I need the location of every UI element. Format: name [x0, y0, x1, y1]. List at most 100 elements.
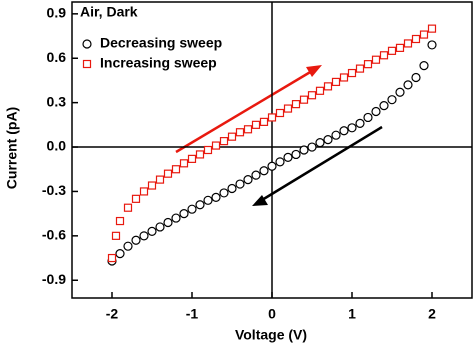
data-point: [235, 128, 245, 137]
legend-label: Decreasing sweep: [100, 35, 222, 51]
data-point: [419, 30, 429, 39]
data-point: [387, 95, 397, 105]
data-point: [411, 34, 421, 44]
data-point: [115, 249, 125, 259]
data-point: [227, 183, 237, 194]
data-point: [187, 154, 197, 163]
y-tick-label: 0.9: [47, 5, 67, 21]
data-point: [155, 175, 165, 184]
data-point: [107, 253, 117, 263]
data-point: [179, 159, 189, 168]
data-point: [203, 145, 213, 155]
data-point: [427, 40, 437, 50]
data-point: [283, 152, 293, 162]
y-tick-label: 0.6: [47, 49, 67, 65]
data-point: [419, 61, 429, 71]
x-tick-label: -1: [186, 306, 199, 322]
data-point: [179, 209, 189, 219]
data-point: [219, 137, 229, 146]
data-point: [155, 222, 165, 232]
arrows: [175, 65, 383, 206]
data-point: [427, 24, 437, 33]
data-point: [243, 175, 253, 185]
data-point: [363, 60, 373, 69]
data-point: [411, 72, 421, 83]
data-point: [347, 68, 357, 78]
data-point: [131, 235, 141, 245]
black-arrowhead: [252, 195, 268, 206]
data-point: [139, 231, 149, 241]
red-arrowhead: [306, 65, 322, 77]
data-point: [339, 126, 349, 136]
data-point: [195, 200, 205, 210]
data-point: [315, 138, 325, 148]
data-point: [211, 141, 221, 150]
data-point: [379, 100, 389, 111]
data-point: [171, 213, 181, 223]
data-point: [371, 55, 381, 64]
red-arrow: [175, 69, 313, 154]
data-point: [307, 91, 317, 100]
data-point: [235, 179, 245, 189]
data-point: [139, 187, 149, 196]
y-tick-label: -0.9: [42, 271, 66, 287]
data-point: [203, 195, 213, 205]
data-point: [355, 64, 365, 73]
data-point: [163, 169, 173, 178]
data-point: [323, 135, 333, 145]
data-point: [307, 142, 317, 152]
data-point: [275, 108, 285, 118]
data-point: [299, 145, 309, 155]
data-point: [331, 77, 341, 87]
data-point: [267, 113, 277, 122]
data-point: [147, 181, 157, 190]
data-point: [259, 166, 269, 176]
data-point: [195, 150, 205, 159]
data-point: [379, 51, 389, 60]
data-point: [267, 161, 277, 171]
data-point: [403, 80, 413, 90]
legend-label: Increasing sweep: [100, 55, 217, 71]
black-arrow: [261, 125, 383, 202]
data-point: [219, 188, 229, 198]
data-point: [323, 82, 333, 91]
y-tick-label: 0.3: [47, 93, 67, 109]
legend-marker: [82, 59, 92, 69]
data-point: [123, 203, 133, 212]
data-point: [251, 120, 261, 129]
y-tick-label: -0.6: [42, 227, 66, 243]
data-point: [347, 123, 357, 133]
legend-title: Air, Dark: [80, 4, 138, 20]
x-tick-label: 1: [348, 306, 356, 322]
data-point: [227, 132, 237, 141]
data-point: [131, 194, 141, 203]
data-point: [147, 226, 157, 236]
data-point: [403, 39, 413, 48]
data-point: [315, 86, 325, 95]
data-point: [371, 106, 381, 117]
data-point: [355, 118, 365, 128]
data-point: [331, 130, 341, 140]
data-point: [291, 100, 301, 109]
data-point: [243, 125, 253, 134]
data-point: [163, 217, 173, 228]
data-point: [111, 231, 121, 240]
x-axis-label: Voltage (V): [235, 327, 307, 343]
data-point: [275, 157, 285, 167]
data-point: [171, 165, 181, 174]
data-point: [251, 170, 261, 180]
data-point: [259, 117, 269, 126]
data-point: [395, 43, 405, 52]
data-point: [363, 112, 373, 123]
data-point: [299, 95, 309, 104]
data-point: [123, 241, 133, 251]
y-axis-label: Current (pA): [4, 107, 20, 189]
y-tick-label: -0.3: [42, 182, 66, 198]
x-tick-label: 2: [428, 306, 436, 322]
x-tick-label: -2: [106, 306, 119, 322]
data-point: [187, 204, 197, 214]
legend-marker: [82, 39, 92, 49]
x-tick-label: 0: [268, 306, 276, 322]
data-point: [211, 192, 221, 202]
